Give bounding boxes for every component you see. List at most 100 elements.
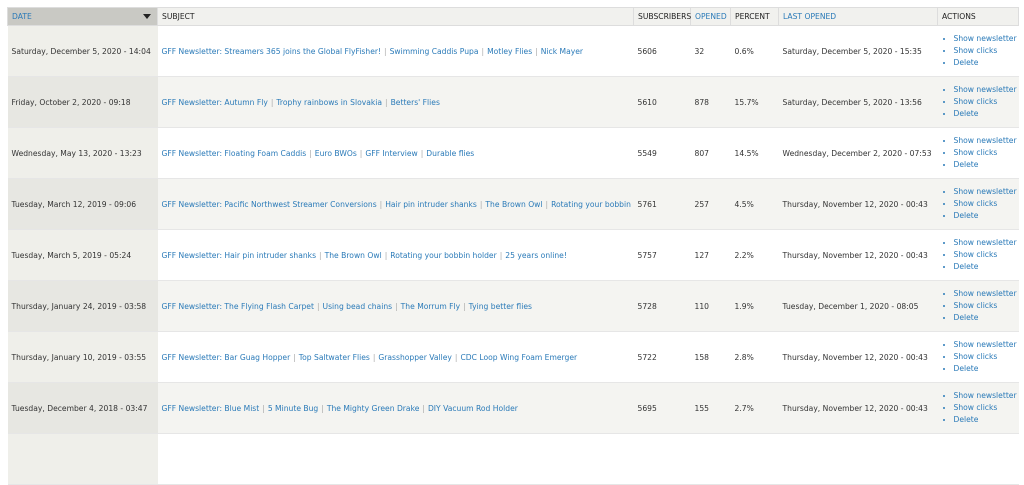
empty-cell <box>937 433 1019 485</box>
subject-cell: GFF Newsletter: Pacific Northwest Stream… <box>157 178 634 230</box>
subject-link[interactable]: Tying better flies <box>468 301 532 311</box>
separator: | <box>479 199 483 209</box>
opened-cell: 110 <box>690 280 731 332</box>
action-item: Show clicks <box>954 300 1015 312</box>
subject-cell: GFF Newsletter: Blue Mist | 5 Minute Bug | T… <box>157 382 634 434</box>
action-item: Show newsletter <box>953 237 1017 249</box>
action-link[interactable]: Show newsletter <box>953 391 1017 400</box>
action-link[interactable]: Delete <box>953 364 979 373</box>
separator: | <box>420 148 424 158</box>
subject-link[interactable]: The Brown Owl <box>324 250 382 260</box>
subject-link[interactable]: 25 years online! <box>505 250 567 260</box>
action-link[interactable]: Show clicks <box>953 403 998 412</box>
empty-cell <box>778 433 938 485</box>
action-link[interactable]: Show newsletter <box>953 289 1017 298</box>
subject-link[interactable]: GFF Newsletter: The Flying Flash Carpet <box>161 301 314 311</box>
subject-link[interactable]: Hair pin intruder shanks <box>385 199 477 209</box>
action-item: Show newsletter <box>953 288 1017 300</box>
action-link[interactable]: Delete <box>953 58 979 67</box>
column-header[interactable]: OPENED <box>690 7 731 26</box>
action-link[interactable]: Show newsletter <box>953 85 1017 94</box>
subject-link[interactable]: Euro BWOs <box>314 148 357 158</box>
subject-link[interactable]: 5 Minute Bug <box>267 403 319 413</box>
separator: | <box>316 301 320 311</box>
subject-link[interactable]: GFF Newsletter: Autumn Fly <box>161 97 268 107</box>
action-link[interactable]: Delete <box>953 262 979 271</box>
last-opened-cell: Tuesday, December 1, 2020 - 08:05 <box>778 280 938 332</box>
partial-row <box>7 433 1019 485</box>
action-link[interactable]: Delete <box>953 160 979 169</box>
action-item: Show clicks <box>954 351 1015 363</box>
subject-link[interactable]: Grasshopper Valley <box>378 352 452 362</box>
subject-cell: GFF Newsletter: Streamers 365 joins the … <box>157 25 634 77</box>
subject-link[interactable]: GFF Newsletter: Pacific Northwest Stream… <box>161 199 377 209</box>
action-item: Delete <box>954 363 1015 375</box>
subject-link[interactable]: Durable flies <box>426 148 475 158</box>
empty-cell <box>7 433 158 485</box>
subject-link[interactable]: Betters' Flies <box>390 97 440 107</box>
subject-cell: GFF Newsletter: Autumn Fly | Trophy rainbo… <box>157 76 634 128</box>
action-link[interactable]: Show newsletter <box>953 187 1017 196</box>
column-header[interactable]: DATE <box>7 7 158 26</box>
separator: | <box>385 97 388 107</box>
newsletter-row: Tuesday, March 12, 2019 - 09:06 GFF Newsl… <box>7 178 1019 230</box>
percent-cell: 2.2% <box>730 229 779 281</box>
action-link[interactable]: Show newsletter <box>953 238 1017 247</box>
opened-cell: 158 <box>690 331 731 383</box>
subject-cell: GFF Newsletter: The Flying Flash Carpet |… <box>157 280 634 332</box>
subject-link[interactable]: Rotating your bobbin holder <box>390 250 497 260</box>
opened-cell: 32 <box>690 25 731 77</box>
last-opened-cell: Wednesday, December 2, 2020 - 07:53 <box>778 127 938 179</box>
action-link[interactable]: Show newsletter <box>953 34 1017 43</box>
subject-link[interactable]: The Morrum Fly <box>400 301 461 311</box>
subject-link[interactable]: GFF Newsletter: Hair pin intruder shanks <box>161 250 317 260</box>
action-link[interactable]: Show clicks <box>953 301 998 310</box>
action-link[interactable]: Show clicks <box>953 199 998 208</box>
action-item: Delete <box>954 414 1015 426</box>
separator: | <box>422 403 425 413</box>
subject-link[interactable]: CDC Loop Wing Foam Emerger <box>460 352 578 362</box>
subject-link[interactable]: Top Saltwater Flies <box>298 352 370 362</box>
percent-cell: 14.5% <box>730 127 779 179</box>
action-link[interactable]: Show clicks <box>953 97 998 106</box>
action-link[interactable]: Show newsletter <box>953 136 1017 145</box>
separator: | <box>395 301 398 311</box>
action-link[interactable]: Delete <box>953 211 979 220</box>
subject-link[interactable]: Motley Flies <box>487 46 533 56</box>
action-link[interactable]: Delete <box>953 313 979 322</box>
action-link[interactable]: Show clicks <box>953 352 998 361</box>
subject-link[interactable]: GFF Newsletter: Blue Mist <box>161 403 260 413</box>
subject-link[interactable]: Trophy rainbows in Slovakia <box>276 97 383 107</box>
action-link[interactable]: Show clicks <box>953 148 998 157</box>
action-link[interactable]: Show newsletter <box>953 340 1017 349</box>
subject-link[interactable]: GFF Interview <box>365 148 418 158</box>
subject-link[interactable]: Rotating your bobbin holder <box>551 199 633 209</box>
subject-link[interactable]: Swimming Caddis Pupa <box>389 46 479 56</box>
column-header[interactable]: LAST OPENED <box>778 7 938 26</box>
subject-link[interactable]: The Brown Owl <box>485 199 543 209</box>
newsletter-row: Thursday, January 24, 2019 - 03:58 GFF Ne… <box>7 280 1019 332</box>
newsletter-row: Wednesday, May 13, 2020 - 13:23 GFF Newsl… <box>7 127 1019 179</box>
subject-link[interactable]: Using bead chains <box>322 301 393 311</box>
table-body: Saturday, December 5, 2020 - 14:04 GFF Ne… <box>7 25 1019 485</box>
separator: | <box>463 301 466 311</box>
subject-link[interactable]: Nick Mayer <box>540 46 584 56</box>
action-link[interactable]: Show clicks <box>953 46 998 55</box>
actions-list: Show newsletter Show clicks Delete <box>942 390 1017 426</box>
subject-link[interactable]: GFF Newsletter: Bar Guag Hopper <box>161 352 291 362</box>
separator: | <box>270 97 274 107</box>
subject-link[interactable]: The Mighty Green Drake <box>326 403 420 413</box>
actions-list: Show newsletter Show clicks Delete <box>942 135 1017 171</box>
subject-link[interactable]: DIY Vacuum Rod Holder <box>427 403 518 413</box>
action-item: Show newsletter <box>953 135 1017 147</box>
action-link[interactable]: Show clicks <box>953 250 998 259</box>
actions-cell: Show newsletter Show clicks Delete <box>937 280 1019 332</box>
action-link[interactable]: Delete <box>953 415 979 424</box>
subject-link[interactable]: GFF Newsletter: Streamers 365 joins the … <box>161 46 382 56</box>
last-opened-cell: Thursday, November 12, 2020 - 00:43 <box>778 382 938 434</box>
action-link[interactable]: Delete <box>953 109 979 118</box>
subject-link[interactable]: GFF Newsletter: Floating Foam Caddis <box>161 148 307 158</box>
last-opened-cell: Thursday, November 12, 2020 - 00:43 <box>778 229 938 281</box>
date-cell: Friday, October 2, 2020 - 09:18 <box>7 76 158 128</box>
column-header: ACTIONS <box>937 7 1019 26</box>
